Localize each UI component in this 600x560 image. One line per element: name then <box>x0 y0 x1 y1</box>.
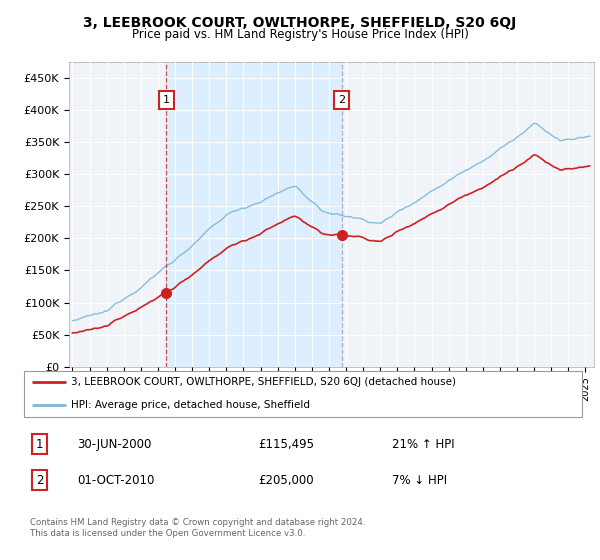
Text: 2: 2 <box>36 474 43 487</box>
Text: 3, LEEBROOK COURT, OWLTHORPE, SHEFFIELD, S20 6QJ: 3, LEEBROOK COURT, OWLTHORPE, SHEFFIELD,… <box>83 16 517 30</box>
Text: 1: 1 <box>36 437 43 451</box>
Text: 01-OCT-2010: 01-OCT-2010 <box>77 474 154 487</box>
Bar <box>166 62 342 367</box>
FancyBboxPatch shape <box>24 371 582 417</box>
Text: HPI: Average price, detached house, Sheffield: HPI: Average price, detached house, Shef… <box>71 400 310 410</box>
Text: £205,000: £205,000 <box>259 474 314 487</box>
Text: 1: 1 <box>163 95 170 105</box>
Text: 2: 2 <box>338 95 346 105</box>
Text: Price paid vs. HM Land Registry's House Price Index (HPI): Price paid vs. HM Land Registry's House … <box>131 28 469 41</box>
Text: 21% ↑ HPI: 21% ↑ HPI <box>392 437 455 451</box>
Text: Contains HM Land Registry data © Crown copyright and database right 2024.
This d: Contains HM Land Registry data © Crown c… <box>29 519 365 538</box>
Text: 3, LEEBROOK COURT, OWLTHORPE, SHEFFIELD, S20 6QJ (detached house): 3, LEEBROOK COURT, OWLTHORPE, SHEFFIELD,… <box>71 377 457 388</box>
Text: £115,495: £115,495 <box>259 437 314 451</box>
Text: 7% ↓ HPI: 7% ↓ HPI <box>392 474 448 487</box>
Text: 30-JUN-2000: 30-JUN-2000 <box>77 437 151 451</box>
